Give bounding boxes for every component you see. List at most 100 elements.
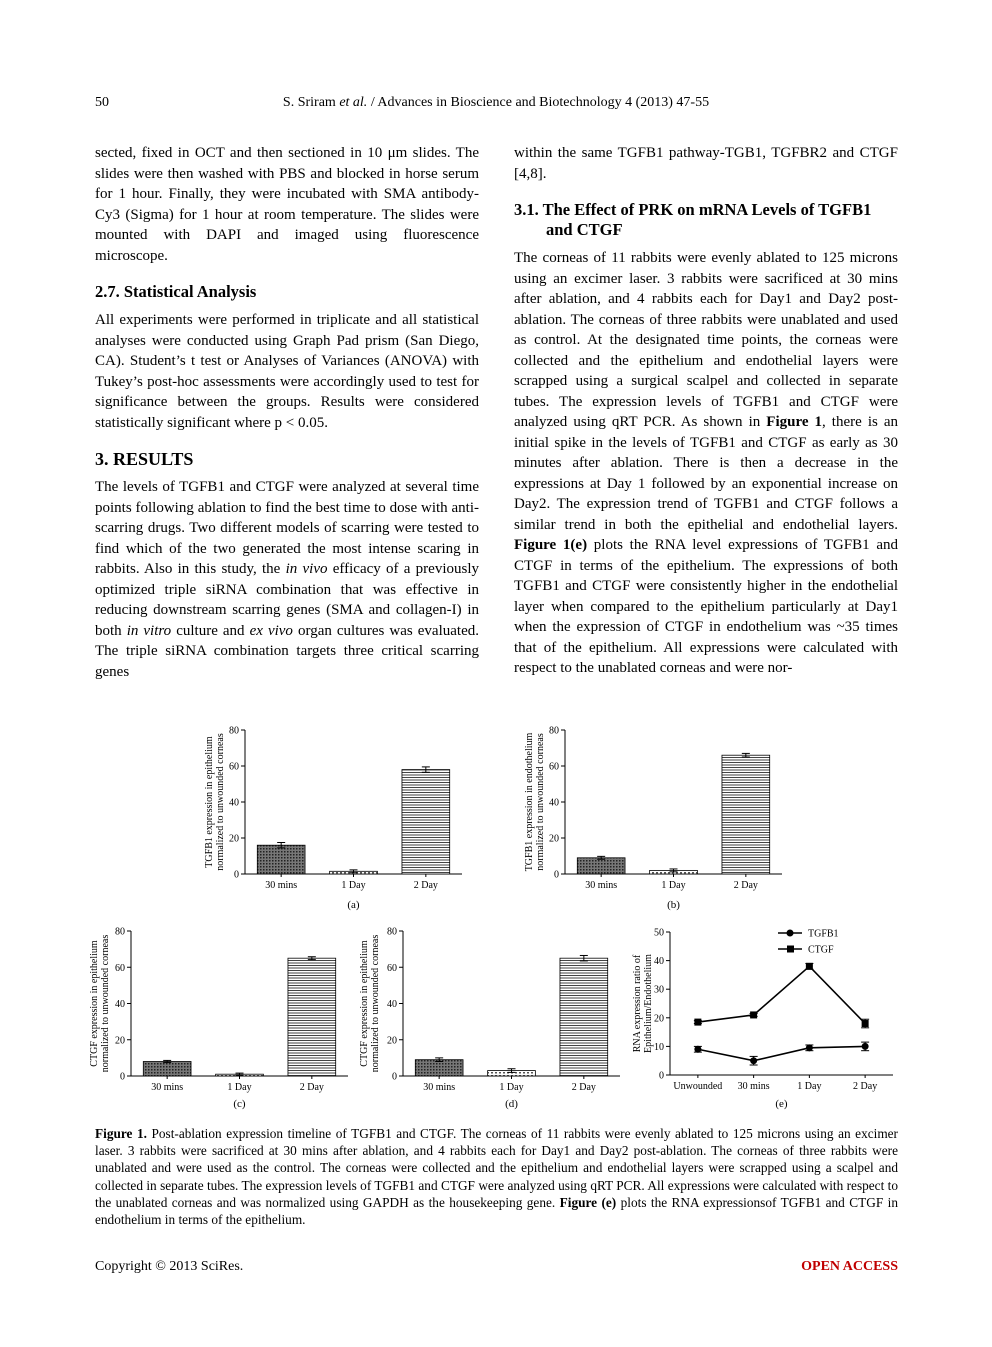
x-tick-label: 2 Day	[572, 1082, 596, 1093]
x-tick-label: 30 mins	[585, 880, 617, 891]
bar	[256, 844, 306, 875]
paragraph: The levels of TGFB1 and CTGF were analyz…	[95, 477, 479, 682]
heading: 3.1. The Effect of PRK on mRNA Levels of…	[514, 200, 872, 239]
y-tick-label: 60	[387, 963, 397, 974]
copyright: Copyright © 2013 SciRes.	[95, 1259, 244, 1274]
page-number: 50	[95, 95, 109, 110]
y-tick-label: 0	[659, 1071, 664, 1082]
y-tick-label: 60	[229, 762, 239, 773]
bar	[287, 957, 337, 1077]
y-tick-label: 20	[549, 834, 559, 845]
y-tick-label: 40	[229, 798, 239, 809]
open-access: OPEN ACCESS	[801, 1259, 898, 1274]
text: plots the RNA level expressions of TGFB1…	[514, 537, 898, 676]
text: Figure 1	[766, 414, 823, 430]
bar	[576, 857, 626, 875]
y-axis-label: normalized to unwounded corneas	[100, 935, 111, 1073]
text: sected, fixed in OCT and then sectioned …	[95, 145, 479, 264]
y-axis-label: normalized to unwounded corneas	[370, 935, 381, 1073]
text: / Advances in Bioscience and Biotechnolo…	[367, 95, 710, 110]
marker	[750, 1057, 758, 1065]
chart: 0 10 20 30 40 50 RNA expression ratio of Epithe…	[632, 928, 893, 1110]
left-column: sected, fixed in OCT and then sectioned …	[95, 143, 479, 682]
y-tick-label: 40	[654, 956, 664, 967]
chart: 0 20 40 60 80 TGFB1 expression in endothelium…	[524, 726, 782, 911]
x-tick-label: 2 Day	[853, 1081, 877, 1092]
paragraph: within the same TGFB1 pathway-TGB1, TGFB…	[514, 143, 898, 184]
x-tick-label: 30 mins	[423, 1082, 455, 1093]
y-tick-label: 10	[654, 1042, 664, 1053]
y-axis-label: TGFB1 expression in epithelium	[204, 736, 215, 868]
subfigure-label: (a)	[347, 899, 360, 911]
marker	[805, 1044, 813, 1052]
x-tick-label: 1 Day	[499, 1082, 523, 1093]
marker	[861, 1042, 869, 1050]
y-tick-label: 60	[549, 762, 559, 773]
y-tick-label: 20	[115, 1035, 125, 1046]
bar	[721, 754, 771, 875]
bar	[142, 1061, 192, 1077]
y-axis-label: RNA expression ratio of	[632, 954, 643, 1052]
text: ex vivo	[249, 622, 293, 639]
x-tick-label: Unwounded	[673, 1081, 722, 1092]
x-tick-label: 2 Day	[300, 1082, 324, 1093]
x-tick-label: 1 Day	[341, 880, 365, 891]
heading: 3. RESULTS	[95, 449, 194, 469]
x-tick-label: 30 mins	[265, 880, 297, 891]
y-tick-label: 40	[387, 999, 397, 1010]
figure-caption: Figure 1. Post-ablation expression timel…	[95, 1125, 898, 1228]
marker	[694, 1045, 702, 1053]
legend-marker	[787, 945, 794, 953]
marker	[861, 1020, 869, 1028]
y-tick-label: 20	[654, 1013, 664, 1024]
legend-label: CTGF	[808, 945, 834, 956]
chart: 0 20 40 60 80 CTGF expression in epithelium no…	[359, 927, 620, 1110]
y-tick-label: 0	[234, 870, 239, 881]
x-tick-label: 1 Day	[661, 880, 685, 891]
subfigure-label: (b)	[667, 899, 680, 911]
text: within the same TGFB1 pathway-TGB1, TGFB…	[514, 145, 898, 182]
y-axis-label: Epithelium/Endothelium	[643, 954, 654, 1053]
text: in vitro	[126, 622, 172, 639]
text: , there is an initial spike in the level…	[514, 414, 899, 533]
text: The levels of TGFB1 and CTGF were analyz…	[95, 479, 479, 577]
y-tick-label: 80	[115, 927, 125, 938]
x-tick-label: 1 Day	[227, 1082, 251, 1093]
text: Post-ablation expression timeline of TGF…	[95, 1126, 898, 1210]
y-axis-label: TGFB1 expression in endothelium	[524, 732, 535, 871]
y-tick-label: 60	[115, 963, 125, 974]
y-tick-label: 50	[654, 928, 664, 939]
y-axis-label: normalized to unwounded corneas	[215, 733, 226, 871]
legend-marker	[786, 929, 794, 937]
text: All experiments were performed in tripli…	[95, 312, 479, 431]
y-tick-label: 80	[387, 927, 397, 938]
text: efficacy of a previously optimized tripl…	[95, 561, 480, 639]
y-tick-label: 0	[120, 1072, 125, 1083]
text: et al.	[339, 95, 368, 110]
subfigure-label: (d)	[505, 1098, 518, 1110]
marker	[750, 1011, 758, 1019]
text: Figure 1(e)	[514, 537, 588, 553]
subfigure-label: (e)	[775, 1098, 788, 1110]
paragraph: The corneas of 11 rabbits were evenly ab…	[514, 248, 898, 679]
line	[697, 1045, 866, 1062]
y-tick-label: 20	[387, 1035, 397, 1046]
y-axis-label: CTGF expression in epithelium	[89, 940, 100, 1067]
x-tick-label: 30 mins	[151, 1082, 183, 1093]
subfigure-label: (c)	[233, 1098, 246, 1110]
text: Figure (e)	[559, 1194, 617, 1210]
x-tick-label: 2 Day	[414, 880, 438, 891]
text: The corneas of 11 rabbits were evenly ab…	[514, 250, 898, 430]
bar	[401, 769, 451, 875]
paragraph: All experiments were performed in tripli…	[95, 310, 479, 433]
paragraph: sected, fixed in OCT and then sectioned …	[95, 143, 479, 266]
y-tick-label: 40	[549, 798, 559, 809]
y-tick-label: 0	[392, 1072, 397, 1083]
y-tick-label: 40	[115, 999, 125, 1010]
y-axis-label: normalized to unwounded corneas	[535, 733, 546, 871]
text: Figure 1.	[95, 1126, 147, 1141]
y-tick-label: 80	[229, 726, 239, 737]
x-tick-label: 1 Day	[797, 1081, 821, 1092]
x-tick-label: 30 mins	[738, 1081, 770, 1092]
